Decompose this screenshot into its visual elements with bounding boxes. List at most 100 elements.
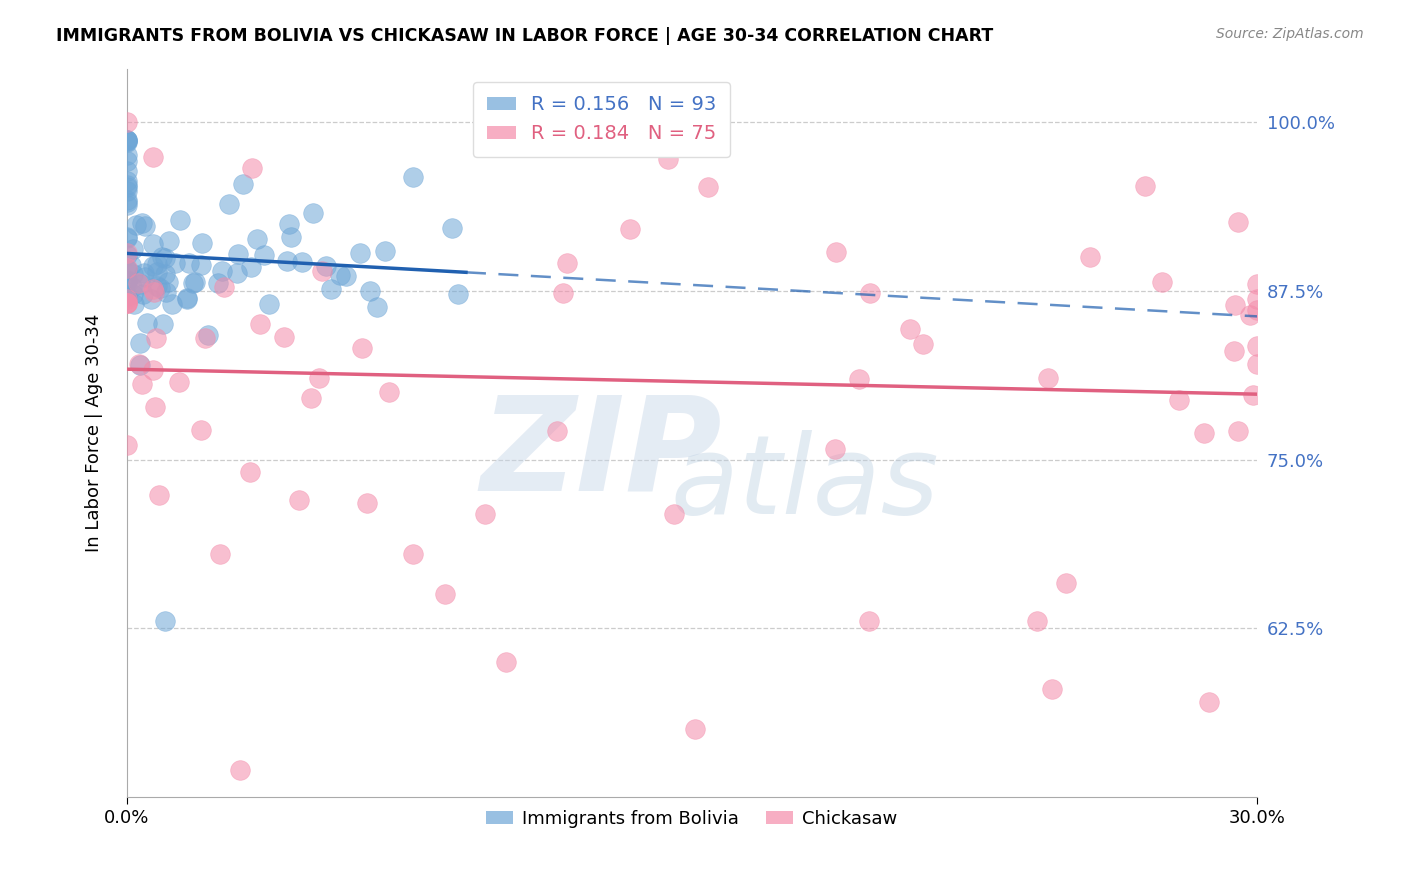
Point	[288, 493, 311, 508]
Point	[249, 317, 271, 331]
Point	[176, 291, 198, 305]
Point	[115, 229, 138, 244]
Point	[321, 282, 343, 296]
Point	[898, 322, 921, 336]
Point	[115, 273, 138, 287]
Point	[1223, 344, 1246, 359]
Point	[911, 337, 934, 351]
Text: ZIP: ZIP	[481, 391, 723, 518]
Point	[1167, 393, 1189, 408]
Point	[115, 174, 138, 188]
Point	[115, 179, 138, 194]
Point	[115, 296, 138, 310]
Point	[1152, 275, 1174, 289]
Point	[157, 275, 180, 289]
Point	[335, 269, 357, 284]
Point	[142, 237, 165, 252]
Point	[291, 255, 314, 269]
Point	[115, 292, 138, 306]
Point	[253, 247, 276, 261]
Point	[153, 615, 176, 629]
Point	[1054, 575, 1077, 590]
Point	[115, 231, 138, 245]
Point	[1246, 302, 1268, 317]
Text: Source: ZipAtlas.com: Source: ZipAtlas.com	[1216, 27, 1364, 41]
Point	[349, 245, 371, 260]
Point	[177, 256, 200, 270]
Point	[825, 245, 848, 260]
Point	[122, 267, 145, 281]
Point	[115, 437, 138, 451]
Point	[153, 251, 176, 265]
Point	[167, 375, 190, 389]
Point	[1133, 179, 1156, 194]
Point	[280, 230, 302, 244]
Point	[131, 277, 153, 291]
Point	[115, 246, 138, 260]
Point	[683, 723, 706, 737]
Point	[240, 260, 263, 274]
Point	[145, 264, 167, 278]
Point	[146, 257, 169, 271]
Point	[229, 763, 252, 777]
Point	[142, 150, 165, 164]
Point	[273, 330, 295, 344]
Point	[277, 217, 299, 231]
Point	[858, 615, 880, 629]
Point	[145, 278, 167, 293]
Point	[131, 216, 153, 230]
Point	[136, 317, 159, 331]
Point	[131, 376, 153, 391]
Point	[115, 275, 138, 289]
Point	[155, 285, 177, 299]
Point	[115, 178, 138, 193]
Point	[308, 371, 330, 385]
Point	[1241, 388, 1264, 402]
Point	[546, 424, 568, 438]
Point	[134, 219, 156, 233]
Point	[1198, 695, 1220, 709]
Point	[115, 198, 138, 212]
Point	[125, 218, 148, 232]
Point	[1226, 425, 1249, 439]
Point	[128, 357, 150, 371]
Point	[447, 287, 470, 301]
Point	[132, 286, 155, 301]
Point	[115, 194, 138, 208]
Point	[115, 194, 138, 209]
Point	[142, 282, 165, 296]
Point	[142, 363, 165, 377]
Point	[378, 384, 401, 399]
Point	[1239, 308, 1261, 322]
Point	[169, 213, 191, 227]
Point	[157, 234, 180, 248]
Point	[474, 507, 496, 521]
Point	[190, 423, 212, 437]
Point	[302, 206, 325, 220]
Point	[664, 507, 686, 521]
Point	[697, 179, 720, 194]
Point	[191, 236, 214, 251]
Point	[115, 134, 138, 148]
Point	[115, 133, 138, 147]
Text: atlas: atlas	[671, 430, 939, 537]
Point	[232, 177, 254, 191]
Point	[218, 197, 240, 211]
Point	[366, 300, 388, 314]
Point	[311, 264, 333, 278]
Point	[115, 260, 138, 275]
Point	[208, 547, 231, 561]
Point	[1192, 425, 1215, 440]
Point	[239, 465, 262, 479]
Point	[212, 280, 235, 294]
Point	[553, 285, 575, 300]
Point	[128, 358, 150, 372]
Point	[441, 220, 464, 235]
Point	[226, 246, 249, 260]
Y-axis label: In Labor Force | Age 30-34: In Labor Force | Age 30-34	[86, 313, 103, 552]
Point	[1223, 298, 1246, 312]
Legend: Immigrants from Bolivia, Chickasaw: Immigrants from Bolivia, Chickasaw	[479, 803, 905, 835]
Point	[122, 242, 145, 256]
Point	[619, 222, 641, 236]
Point	[259, 296, 281, 310]
